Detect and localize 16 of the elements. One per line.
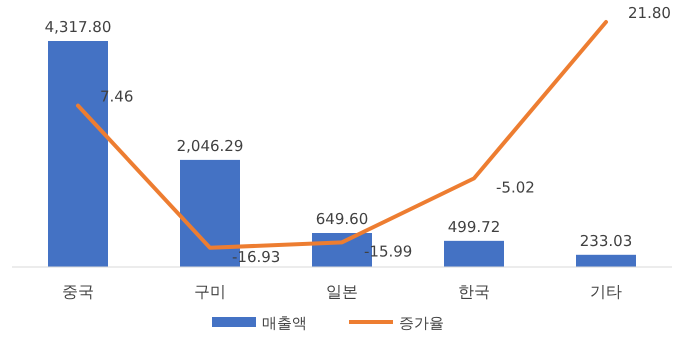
x-tick-label: 한국: [458, 282, 490, 301]
legend-label: 증가율: [399, 314, 444, 332]
bar: [576, 254, 636, 267]
x-tick-label: 일본: [326, 282, 358, 301]
data-label: 233.03: [580, 232, 632, 250]
data-label: 499.72: [448, 218, 500, 236]
data-label: 4,317.80: [44, 18, 112, 36]
data-label: 649.60: [316, 210, 368, 228]
x-tick-label: 기타: [590, 282, 622, 301]
data-label: 21.80: [628, 4, 671, 22]
legend-label: 매출액: [262, 314, 307, 332]
data-label: -5.02: [496, 178, 535, 196]
data-label: 2,046.29: [176, 136, 244, 155]
x-tick-label: 구미: [194, 282, 226, 301]
bar: [444, 240, 504, 267]
x-tick-label: 중국: [62, 282, 94, 301]
